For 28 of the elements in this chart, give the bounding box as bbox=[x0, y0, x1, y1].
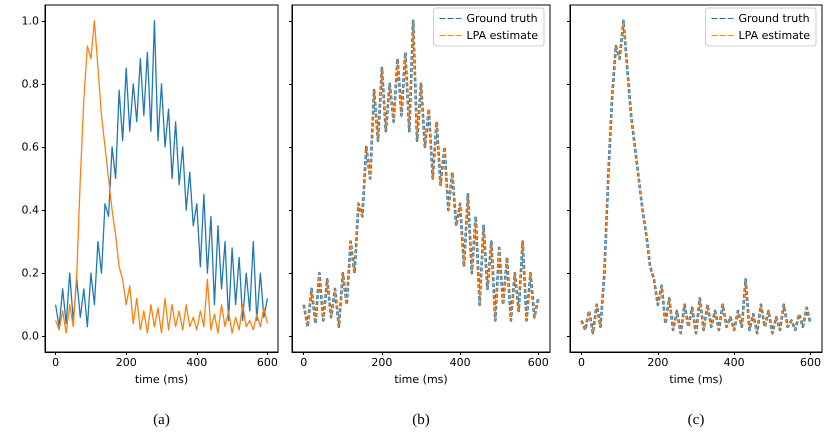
x-tick-label: 600 bbox=[528, 356, 549, 369]
x-tick-label: 0 bbox=[578, 356, 585, 369]
y-tick-label: 0.2 bbox=[22, 266, 39, 280]
x-tick-label: 0 bbox=[52, 356, 60, 369]
text: (c) bbox=[686, 412, 706, 429]
x-tick-label: 600 bbox=[800, 356, 822, 369]
y-tick-label: 0.4 bbox=[22, 204, 39, 217]
x-tick-label: 200 bbox=[116, 356, 137, 369]
x-tick-label: 400 bbox=[186, 356, 208, 369]
text: (a) bbox=[152, 412, 171, 429]
y-tick-label: 0.8 bbox=[22, 77, 39, 90]
legend-label: LPA estimate bbox=[738, 29, 810, 42]
y-tick-label: 1.0 bbox=[22, 14, 39, 28]
x-axis-title: time (ms) bbox=[669, 373, 723, 386]
legend-label: LPA estimate bbox=[466, 29, 538, 42]
legend-label: Ground truth bbox=[466, 12, 538, 25]
x-axis-title: time (ms) bbox=[134, 373, 188, 386]
x-tick-label: 0 bbox=[300, 356, 308, 369]
text: (b) bbox=[411, 412, 431, 429]
y-tick-label: 0.6 bbox=[22, 140, 39, 154]
legend-label: Ground truth bbox=[738, 12, 810, 25]
y-tick-label: 0.0 bbox=[22, 330, 39, 343]
x-tick-label: 400 bbox=[724, 356, 745, 369]
x-tick-label: 200 bbox=[371, 356, 392, 369]
x-axis-title: time (ms) bbox=[394, 373, 448, 386]
x-tick-label: 600 bbox=[256, 356, 278, 369]
x-tick-label: 200 bbox=[647, 356, 668, 369]
x-tick-label: 400 bbox=[450, 356, 471, 369]
